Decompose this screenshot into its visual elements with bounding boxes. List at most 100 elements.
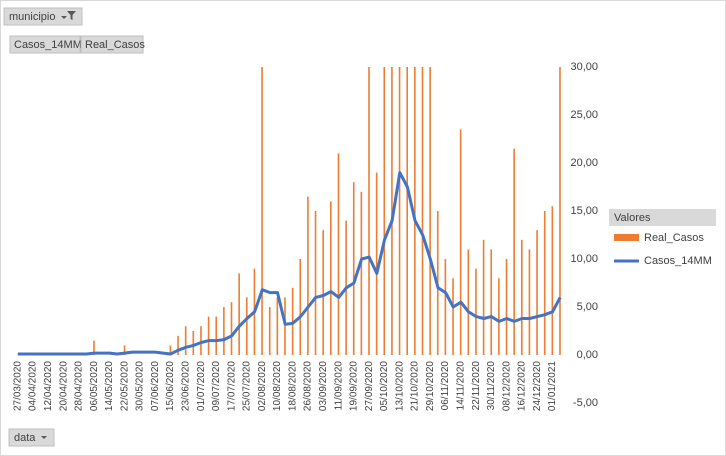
- bar: [444, 259, 447, 355]
- bar: [207, 316, 210, 355]
- bar: [490, 249, 493, 355]
- x-tick-label: 10/08/2020: [272, 361, 283, 411]
- bar: [352, 182, 355, 355]
- bar: [291, 287, 294, 355]
- x-tick-label: 03/09/2020: [318, 361, 329, 411]
- x-tick-label: 05/10/2020: [379, 361, 390, 411]
- x-tick-label: 07/06/2020: [150, 361, 161, 411]
- bar: [200, 326, 202, 355]
- legend-header: [609, 209, 716, 226]
- x-tick-label: 22/11/2020: [471, 361, 482, 411]
- bar: [299, 259, 302, 355]
- dropdown-icon: [41, 436, 47, 439]
- x-tick-label: 11/09/2020: [333, 361, 344, 411]
- x-tick-label: 06/11/2020: [440, 361, 451, 411]
- bar: [467, 249, 470, 355]
- bar: [505, 259, 508, 355]
- bar: [314, 211, 317, 355]
- y-tick-label: 25,00: [570, 109, 598, 121]
- x-tick-label: 23/06/2020: [181, 361, 192, 411]
- x-tick-label: 01/07/2020: [196, 361, 207, 411]
- x-tick-label: 24/12/2020: [532, 361, 543, 411]
- bar: [337, 153, 340, 355]
- bar: [307, 196, 309, 355]
- y-tick-label: 15,00: [570, 205, 598, 217]
- bar: [429, 67, 431, 355]
- value-field-button[interactable]: [9, 35, 81, 54]
- bar: [475, 268, 477, 355]
- value-field[interactable]: Casos_14MM: [14, 39, 82, 51]
- x-tick-label: 25/07/2020: [242, 361, 253, 411]
- bar: [520, 239, 523, 355]
- bar: [177, 335, 179, 355]
- x-tick-label: 14/05/2020: [104, 361, 115, 411]
- x-tick-label: 20/04/2020: [58, 361, 69, 411]
- x-tick-label: 26/08/2020: [303, 361, 314, 411]
- y-tick-label: 10,00: [570, 253, 598, 265]
- bar: [230, 302, 233, 355]
- x-tick-label: 30/05/2020: [135, 361, 146, 411]
- x-tick-label: 16/12/2020: [517, 361, 528, 411]
- x-tick-label: 22/05/2020: [119, 361, 130, 411]
- y-tick-label: 20,00: [570, 157, 598, 169]
- x-tick-label: 17/07/2020: [226, 361, 237, 411]
- legend-swatch: [614, 234, 639, 241]
- bar: [391, 67, 393, 355]
- bar: [368, 67, 370, 355]
- x-tick-label: 28/04/2020: [74, 361, 85, 411]
- bar: [223, 307, 225, 355]
- x-tick-label: 09/07/2020: [211, 361, 222, 411]
- bar: [330, 201, 332, 355]
- legend-label: Real_Casos: [644, 232, 704, 244]
- bar: [276, 297, 279, 355]
- value-field[interactable]: Real_Casos: [85, 39, 145, 51]
- legend-title: Valores: [614, 212, 651, 224]
- axis-field-button[interactable]: [8, 428, 55, 447]
- x-tick-label: 15/06/2020: [165, 361, 176, 411]
- line: [17, 171, 562, 356]
- bar: [93, 340, 95, 355]
- bar: [360, 191, 363, 355]
- y-tick-label: 30,00: [570, 61, 598, 73]
- bar: [245, 297, 248, 355]
- x-tick-label: 08/12/2020: [501, 361, 512, 411]
- x-tick-label: 04/04/2020: [28, 361, 39, 411]
- x-tick-label: 13/10/2020: [394, 361, 405, 411]
- bar: [543, 211, 546, 355]
- bar: [123, 345, 126, 355]
- bar: [551, 206, 554, 355]
- bar: [414, 67, 416, 355]
- x-tick-label: 21/10/2020: [410, 361, 421, 411]
- x-tick-label: 19/09/2020: [349, 361, 360, 411]
- bar: [169, 345, 172, 355]
- filter-button[interactable]: [3, 7, 83, 26]
- x-tick-label: 01/01/2021: [547, 361, 558, 411]
- bar: [398, 67, 401, 355]
- bar: [452, 278, 454, 355]
- x-tick-label: 14/11/2020: [456, 361, 467, 411]
- bar: [184, 326, 187, 355]
- x-tick-label: 27/09/2020: [364, 361, 375, 411]
- filter-icon: [61, 11, 76, 20]
- bar: [536, 230, 538, 355]
- bar: [459, 129, 462, 355]
- bar: [268, 307, 271, 355]
- x-tick-label: 12/04/2020: [43, 361, 54, 411]
- y-tick-label: 5,00: [577, 301, 598, 313]
- bar: [528, 249, 531, 355]
- bar: [215, 316, 218, 355]
- bar: [421, 67, 424, 355]
- bar: [559, 67, 561, 355]
- value-field-button[interactable]: [80, 35, 144, 54]
- x-tick-label: 30/11/2020: [486, 361, 497, 411]
- bar: [192, 331, 195, 355]
- bar: [482, 239, 485, 355]
- filter-field[interactable]: municipio: [9, 11, 55, 23]
- bar: [383, 67, 386, 355]
- bar: [513, 148, 515, 355]
- bar: [238, 273, 240, 355]
- axis-field[interactable]: data: [14, 432, 36, 444]
- x-tick-label: 27/03/2020: [12, 361, 23, 411]
- bar: [261, 67, 263, 355]
